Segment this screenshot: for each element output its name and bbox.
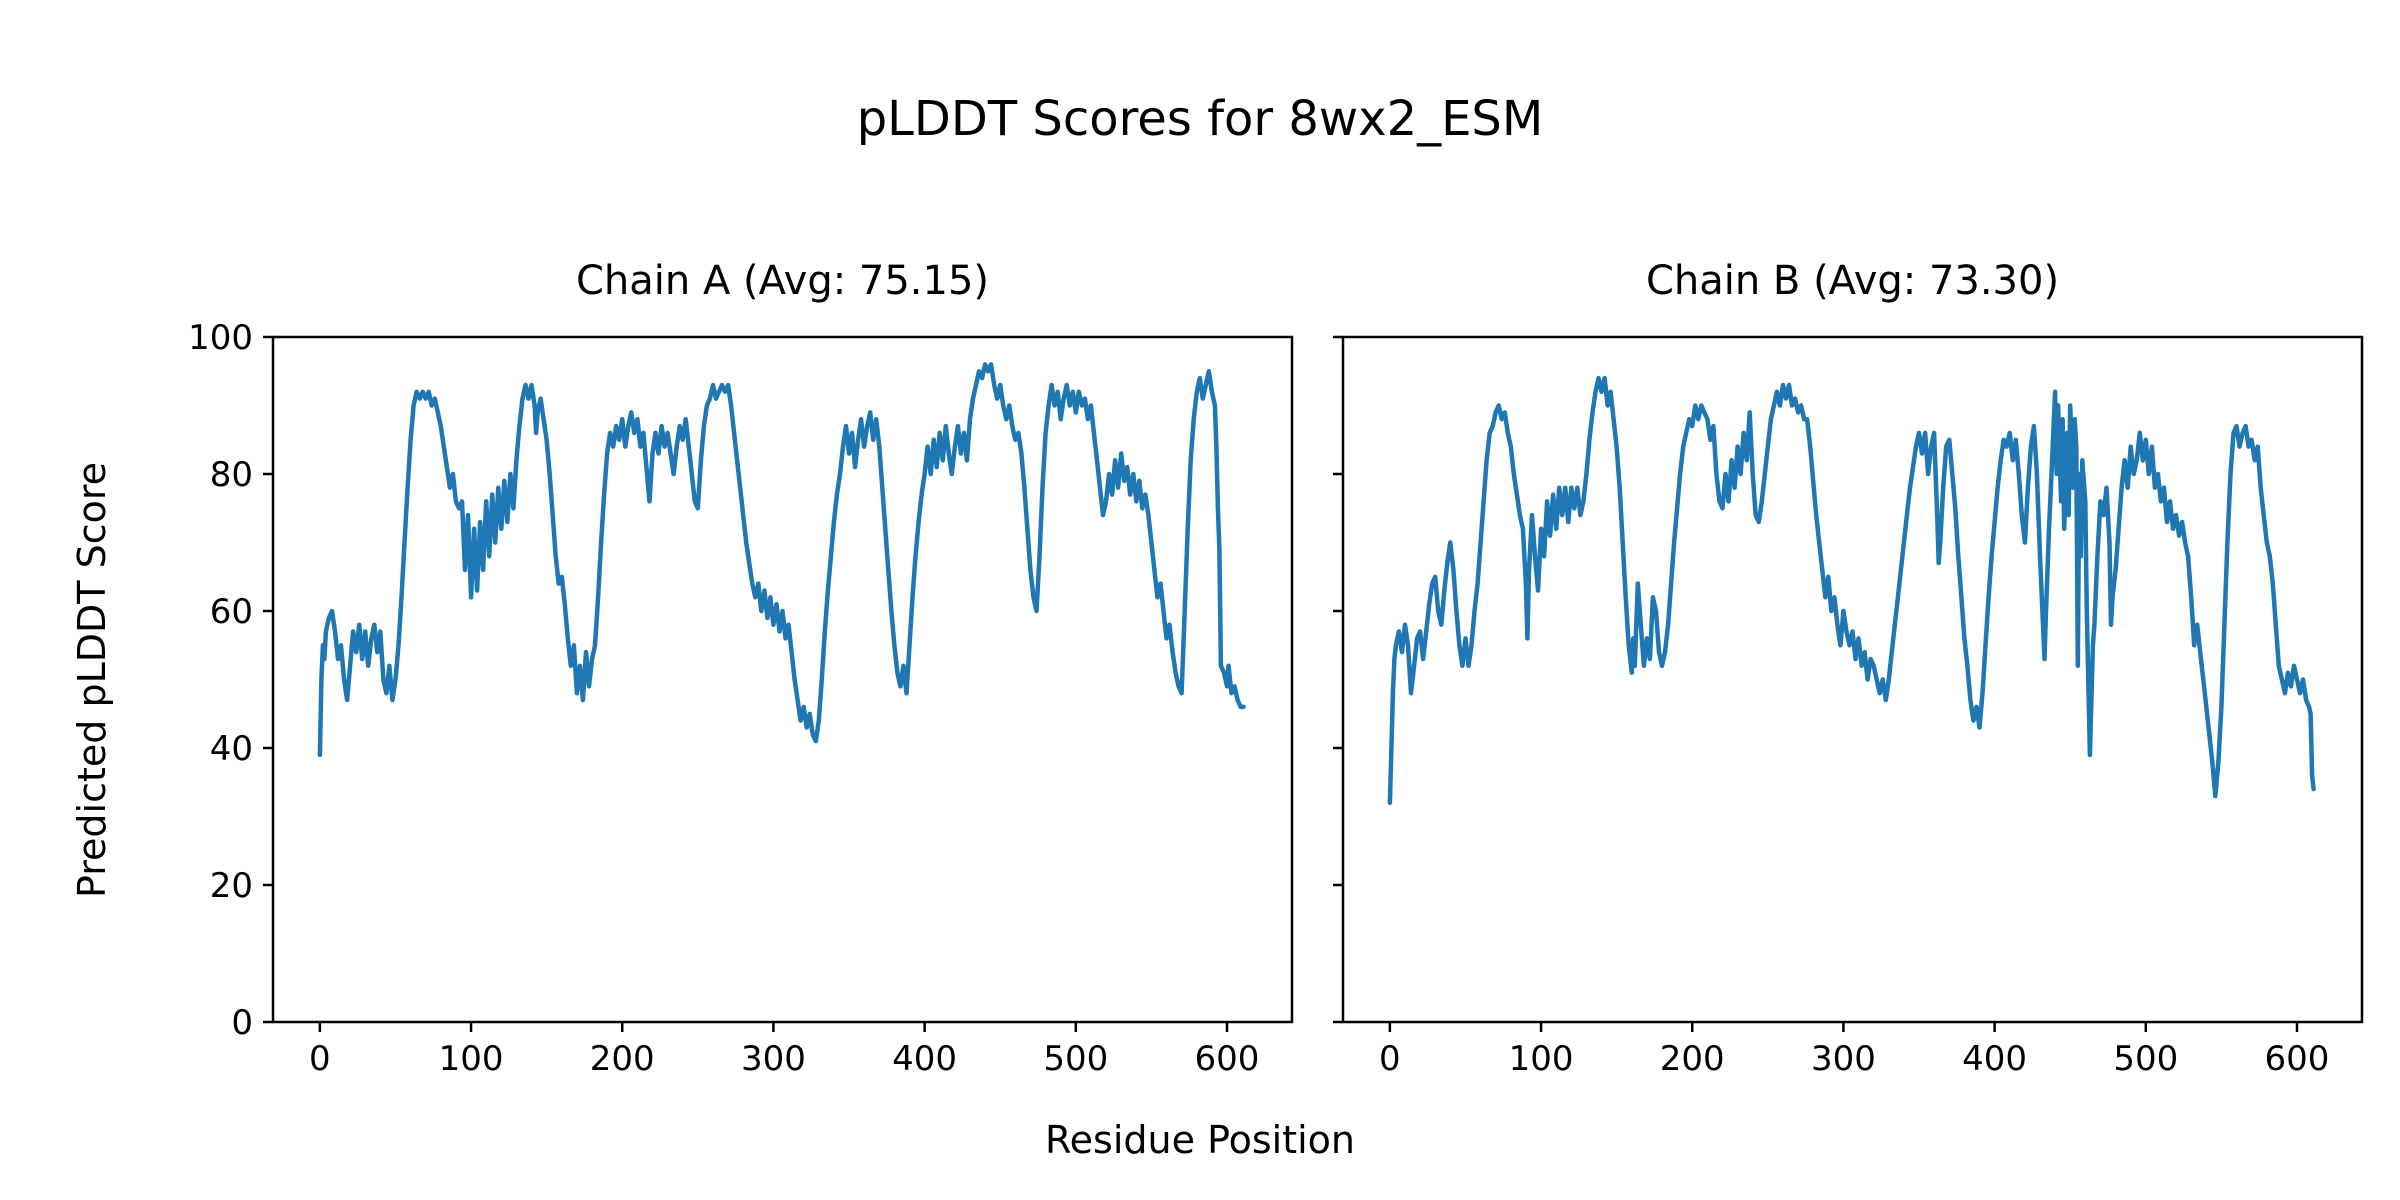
y-tick-label: 60	[210, 592, 253, 632]
chain-a-subplot-title: Chain A (Avg: 75.15)	[575, 258, 990, 304]
x-tick-label-a: 600	[1195, 1039, 1260, 1079]
y-tick-label: 100	[188, 318, 253, 358]
x-tick-label-b: 500	[2113, 1039, 2178, 1079]
x-tick-label-a: 100	[439, 1039, 504, 1079]
x-tick-label-b: 600	[2265, 1039, 2330, 1079]
subplot-b: 0 100 200 300 400 500 600	[1333, 335, 2364, 1079]
x-tick-label-b: 100	[1509, 1039, 1574, 1079]
y-tick-label: 40	[210, 729, 253, 769]
y-tick-label: 80	[210, 455, 253, 495]
chain-b-line	[1387, 375, 2316, 806]
chain-a-line	[317, 362, 1246, 758]
x-tick-label-a: 300	[741, 1039, 806, 1079]
x-tick-label-b: 0	[1379, 1039, 1401, 1079]
x-tick-label-a: 500	[1043, 1039, 1108, 1079]
plot-frame-b	[1341, 335, 2364, 1024]
y-tick-label: 20	[210, 866, 253, 906]
plot-frame-a	[271, 335, 1294, 1024]
x-axis-label: Residue Position	[1044, 1118, 1356, 1162]
figure-title: pLDDT Scores for 8wx2_ESM	[856, 91, 1544, 147]
x-tick-label-b: 400	[1962, 1039, 2027, 1079]
x-tick-label-b: 200	[1660, 1039, 1725, 1079]
y-tick-label: 0	[231, 1003, 253, 1043]
subplot-a: 0 100 200 300 400 500 600 0 20 40 60 80 100	[188, 318, 1294, 1079]
x-tick-label-a: 200	[590, 1039, 655, 1079]
x-tick-label-a: 0	[309, 1039, 331, 1079]
x-tick-label-b: 300	[1811, 1039, 1876, 1079]
chain-b-subplot-title: Chain B (Avg: 73.30)	[1645, 258, 2060, 304]
x-tick-label-a: 400	[892, 1039, 957, 1079]
